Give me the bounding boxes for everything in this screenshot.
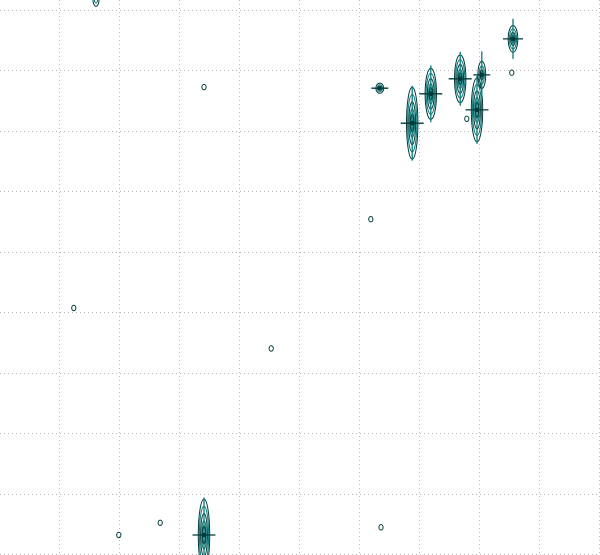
contour-peak: [157, 519, 163, 526]
contour-peak: [419, 65, 443, 123]
contour-core: [510, 36, 516, 42]
contour-ring: [268, 345, 274, 352]
contour-peak: [464, 115, 470, 123]
contour-peak: [116, 531, 122, 539]
contour-core: [428, 91, 434, 97]
contour-ring: [71, 304, 77, 312]
contour-peak: [503, 18, 523, 59]
contour-peak: [201, 83, 207, 91]
contour-peak: [400, 85, 424, 161]
contour-core: [474, 107, 480, 113]
contour-peak: [448, 51, 472, 106]
contour-ring: [201, 83, 207, 91]
contour-core: [479, 72, 485, 78]
contour-peak: [368, 216, 374, 223]
contour-ring: [464, 115, 470, 123]
contour-ring: [378, 524, 384, 531]
peaks: [71, 0, 523, 555]
contour-peak: [92, 0, 100, 7]
contour-ring: [368, 216, 374, 223]
contour-peak: [268, 345, 274, 352]
contour-core: [457, 76, 463, 82]
contour-peak: [371, 82, 389, 94]
contour-core: [201, 532, 207, 538]
contour-peak: [192, 497, 216, 555]
contour-ring: [92, 0, 100, 7]
contour-core: [377, 85, 383, 91]
contour-ring: [509, 69, 515, 76]
contour-ring: [116, 531, 122, 539]
contour-peak: [378, 524, 384, 531]
contour-peak: [71, 304, 77, 312]
contour-peak: [509, 69, 515, 76]
contour-peak: [465, 75, 489, 144]
contour-peak: [473, 51, 491, 99]
contour-ring: [94, 0, 98, 4]
contour-ring: [157, 519, 163, 526]
contour-core: [409, 120, 415, 126]
